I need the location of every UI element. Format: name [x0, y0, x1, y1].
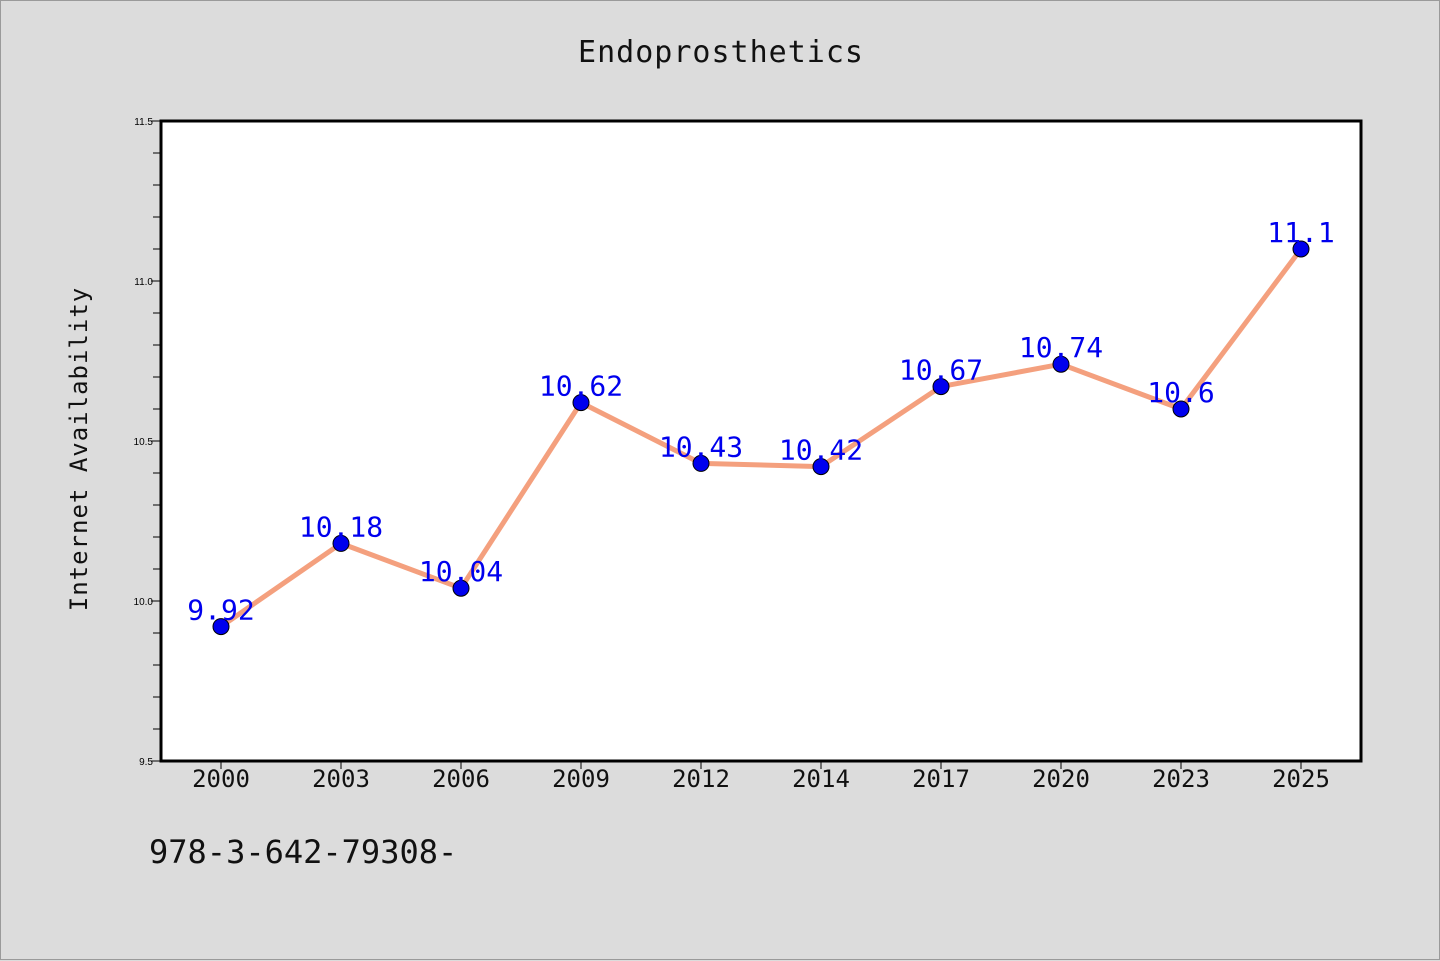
y-tick-label: 11.0 — [134, 277, 153, 288]
footer-text: 978-3-642-79308- — [149, 833, 458, 871]
data-point — [332, 534, 350, 552]
y-tick-label: 11.5 — [134, 117, 153, 128]
data-point — [1052, 355, 1070, 373]
data-point — [1172, 400, 1190, 418]
data-point — [812, 458, 830, 476]
data-point — [692, 454, 710, 472]
x-tick-label: 2014 — [792, 765, 850, 793]
x-tick-label: 2012 — [672, 765, 730, 793]
x-tick-label: 2020 — [1032, 765, 1090, 793]
data-label: 10.62 — [539, 370, 623, 403]
data-label: 10.67 — [899, 354, 983, 387]
x-tick-label: 2006 — [432, 765, 490, 793]
y-tick-label: 9.5 — [139, 757, 153, 768]
data-point — [932, 378, 950, 396]
x-tick-label: 2003 — [312, 765, 370, 793]
data-point — [572, 394, 590, 412]
x-tick-label: 2023 — [1152, 765, 1210, 793]
x-tick-label: 2025 — [1272, 765, 1330, 793]
data-label: 10.74 — [1019, 331, 1103, 364]
data-label: 10.42 — [779, 434, 863, 467]
y-axis-label: Internet Availability — [65, 287, 93, 611]
data-point — [452, 579, 470, 597]
x-axis: 2000 2003 2006 2009 2012 2014 2017 2020 2023 2025 — [192, 761, 1330, 793]
data-point — [212, 618, 230, 636]
data-label: 10.6 — [1147, 376, 1214, 409]
y-tick-label: 10.5 — [134, 437, 154, 448]
x-tick-label: 2000 — [192, 765, 250, 793]
x-tick-label: 2017 — [912, 765, 970, 793]
y-axis: 9.5 10.0 10.5 11.0 11.5 — [134, 117, 161, 768]
data-label: 10.18 — [299, 510, 383, 543]
data-label: 10.04 — [419, 555, 503, 588]
chart-title: Endoprosthetics — [578, 35, 864, 70]
y-tick-label: 10.0 — [134, 597, 154, 608]
series-layer: 9.92 10.18 10.04 10.62 10.43 10.42 10.67 10.74 1… — [187, 216, 1335, 636]
plot-area — [159, 119, 1363, 763]
series-line — [219, 247, 1303, 629]
x-tick-label: 2009 — [552, 765, 610, 793]
data-label: 10.43 — [659, 430, 743, 463]
data-label: 9.92 — [187, 594, 254, 627]
data-label: 11.1 — [1267, 216, 1334, 249]
data-point — [1292, 240, 1310, 258]
